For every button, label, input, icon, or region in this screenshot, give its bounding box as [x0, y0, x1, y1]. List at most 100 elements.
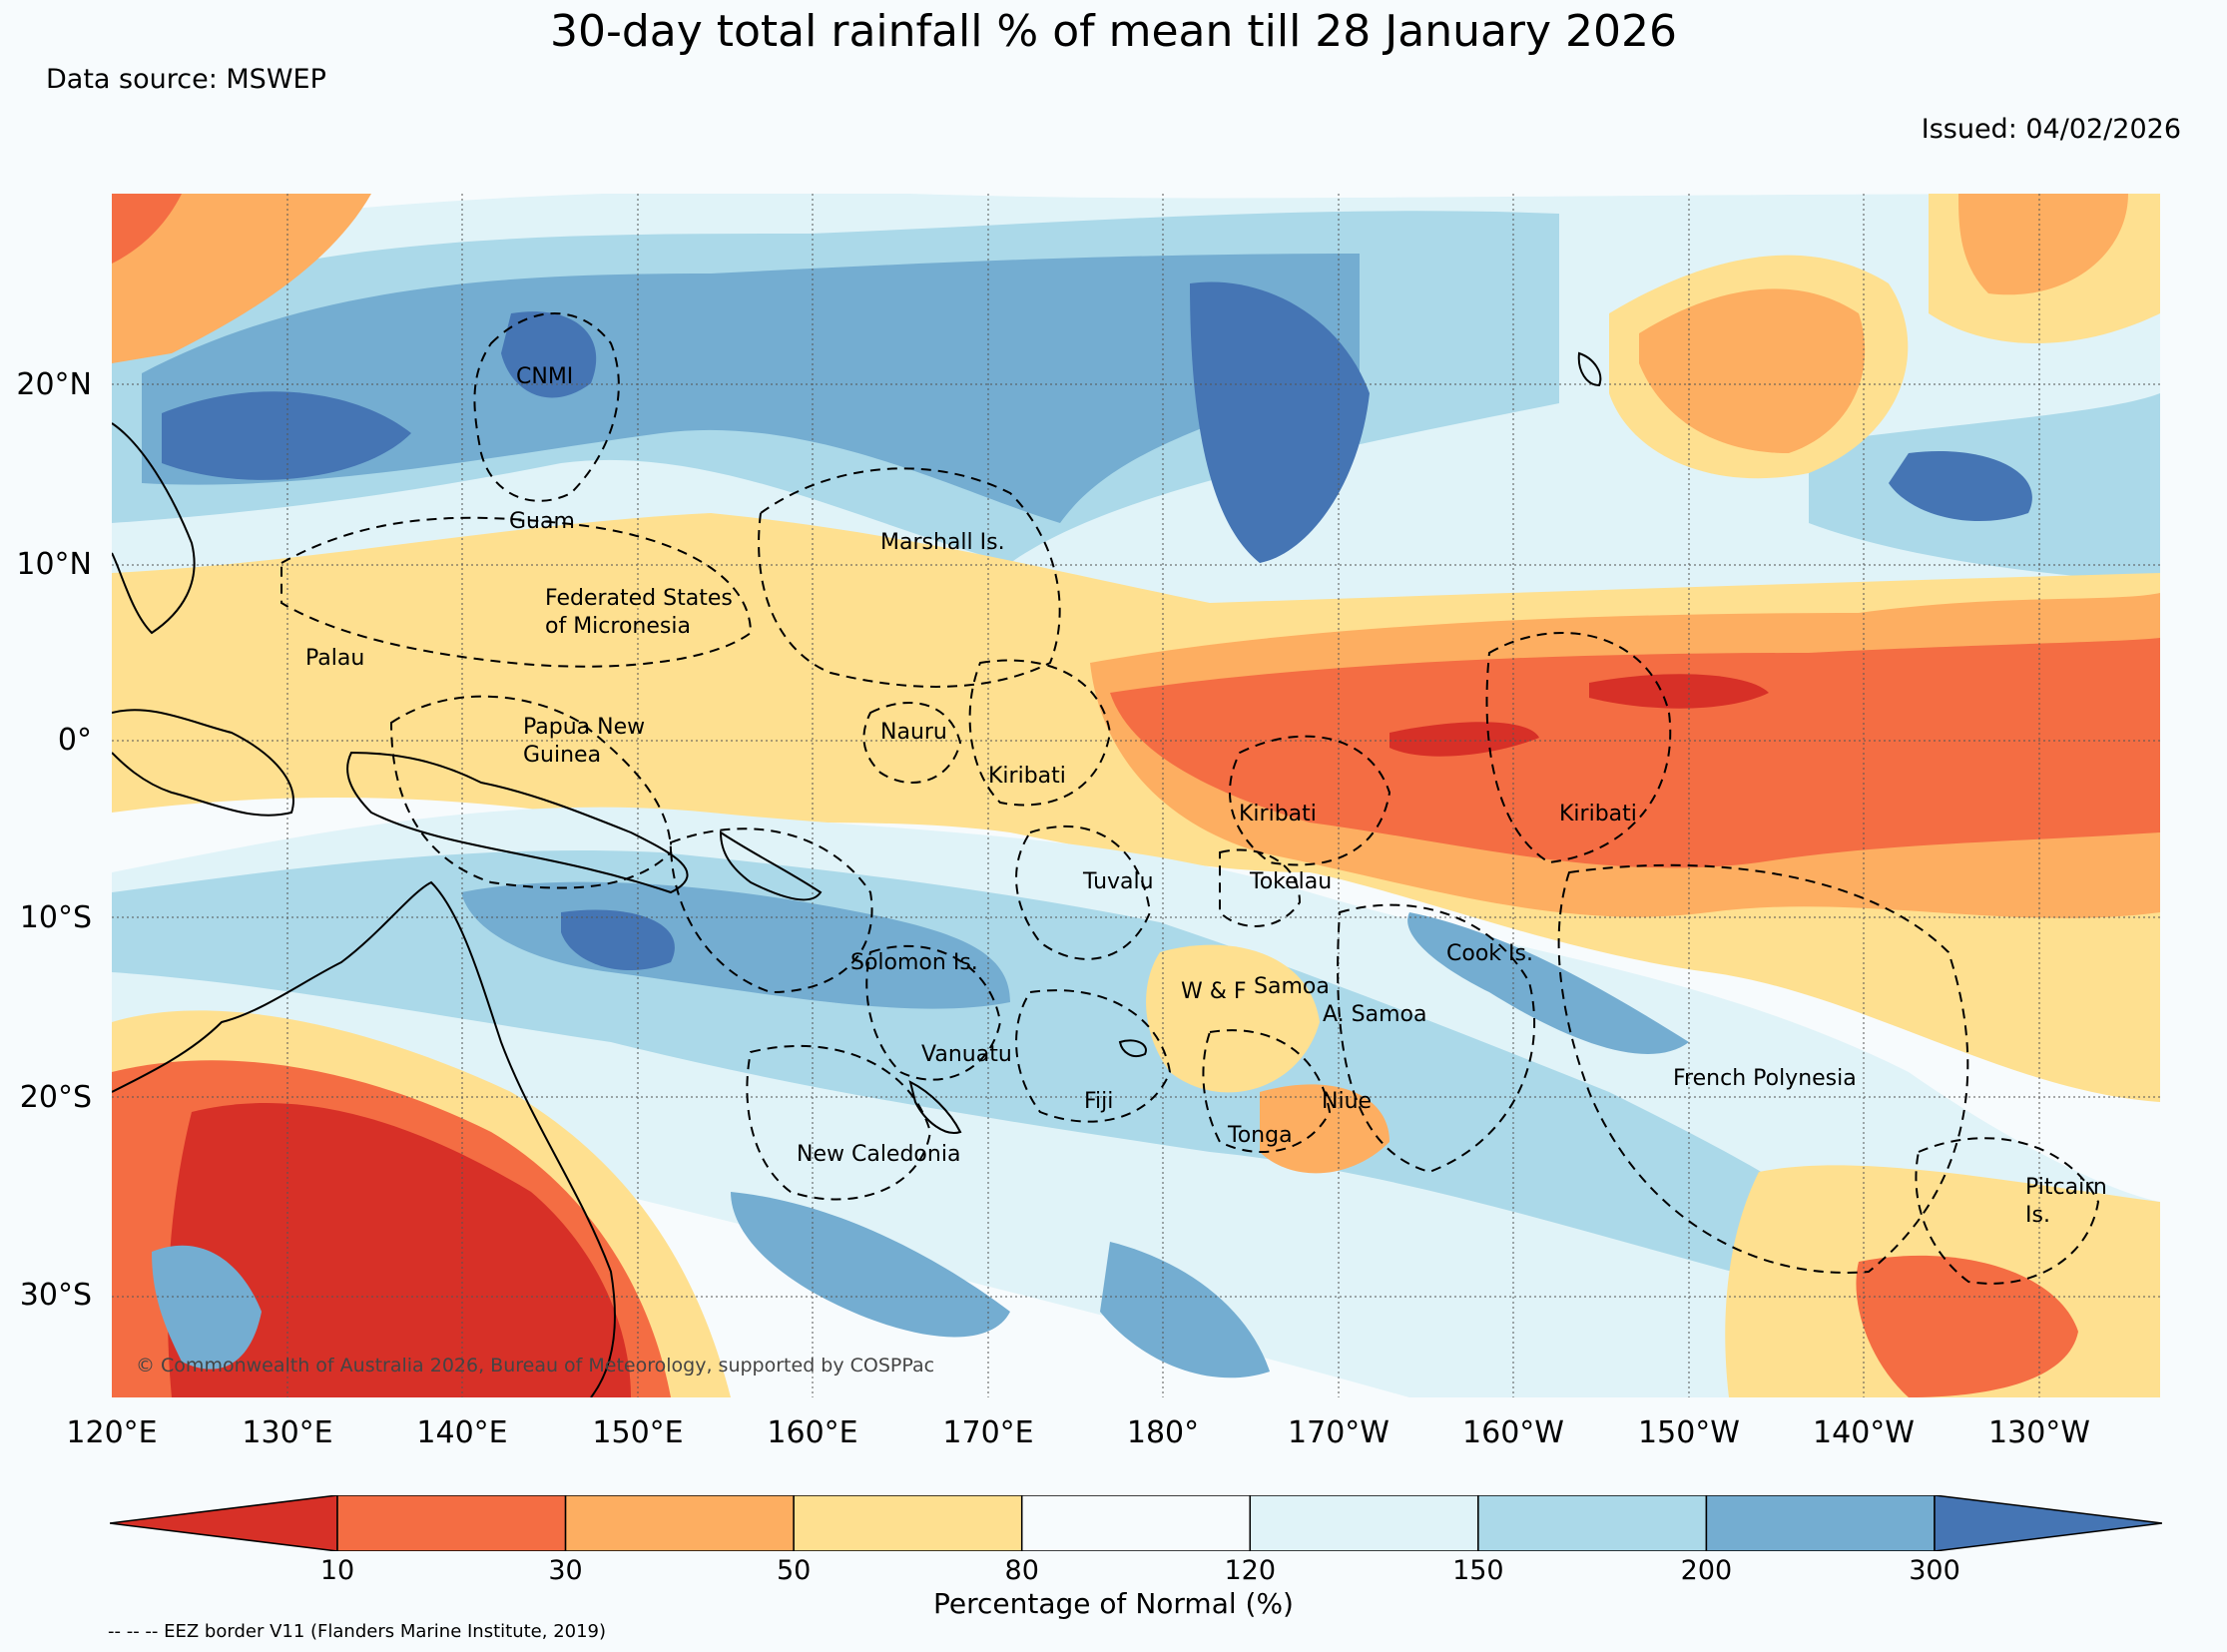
- region-label-kiribati: Kiribati: [1239, 802, 1317, 826]
- south-blue-band: [112, 850, 1859, 1292]
- colorbar-segment: [564, 1495, 795, 1551]
- colorbar-segment: [1477, 1495, 1708, 1551]
- graticule: [112, 194, 2160, 1397]
- colorbar-tick-label: 120: [1224, 1555, 1277, 1586]
- lon-label: 130°W: [1988, 1415, 2090, 1450]
- region-label-french-polynesia: French Polynesia: [1673, 1066, 1857, 1091]
- colorbar-segment: [1020, 1495, 1252, 1551]
- lat-label: 30°S: [19, 1278, 92, 1313]
- region-label-papua-new-guinea: Papua New Guinea: [523, 715, 645, 768]
- coastlines: [112, 351, 1602, 1397]
- nw-dry-red: [112, 194, 182, 264]
- region-label-samoa: Samoa: [1254, 974, 1330, 999]
- colorbar-over-triangle: [1934, 1495, 2162, 1551]
- north-dark-blue-3: [501, 311, 597, 398]
- north-dark-blue-1: [162, 391, 411, 480]
- region-label-cnmi: CNMI: [516, 364, 573, 389]
- region-label-palau: Palau: [305, 646, 364, 671]
- eez-tonga: [1202, 1029, 1332, 1153]
- lon-label: 120°E: [66, 1415, 158, 1450]
- fiji-coast: [1118, 1039, 1147, 1058]
- eez-borders: [280, 312, 2100, 1285]
- lon-label: 160°W: [1462, 1415, 1564, 1450]
- colorbar-under-triangle: [110, 1495, 338, 1551]
- region-label-marshall-is-: Marshall Is.: [880, 530, 1005, 555]
- eez-marshall: [758, 467, 1061, 688]
- philippines-coast: [112, 422, 196, 635]
- region-label-tokelau: Tokelau: [1249, 869, 1332, 894]
- north-mid-blue-band: [142, 254, 1360, 523]
- new-caledonia-coast: [908, 1080, 962, 1134]
- colorbar: [110, 1495, 2162, 1551]
- lon-label: 170°W: [1288, 1415, 1390, 1450]
- solomon-coast: [719, 830, 823, 901]
- colorbar-tick-label: 30: [548, 1555, 583, 1586]
- south-central-blue: [1100, 1242, 1270, 1378]
- hawaii-coast: [1577, 351, 1602, 387]
- colorbar-tick-label: 150: [1452, 1555, 1504, 1586]
- eez-cnmi: [473, 312, 620, 502]
- region-label-guam: Guam: [509, 509, 575, 534]
- eez-cook: [1337, 903, 1536, 1174]
- region-label-kiribati: Kiribati: [1559, 802, 1637, 826]
- eez-new-caledonia: [746, 1044, 932, 1201]
- lon-label: 170°E: [942, 1415, 1034, 1450]
- eez-nauru: [862, 702, 962, 784]
- region-label-w-f: W & F: [1181, 979, 1247, 1004]
- fiji-yellow: [1146, 944, 1320, 1093]
- equatorial-red-belt: [1110, 638, 2160, 868]
- region-label-solomon-is-: Solomon Is.: [850, 950, 978, 975]
- equatorial-dark-red-1: [1589, 674, 1769, 709]
- lat-label: 20°S: [19, 1080, 92, 1115]
- colorbar-tick-label: 80: [1004, 1555, 1039, 1586]
- colorbar-segment: [336, 1495, 567, 1551]
- region-label-pitcairn-is-: Pitcairn Is.: [2025, 1175, 2107, 1228]
- southeast-orange: [1856, 1255, 2078, 1397]
- lon-label: 160°E: [767, 1415, 858, 1450]
- region-label-nauru: Nauru: [880, 720, 947, 745]
- colorbar-tick-label: 50: [776, 1555, 812, 1586]
- region-labels: CNMI Guam Marshall Is. Federated States of M…: [305, 364, 2107, 1228]
- lat-label: 10°N: [16, 547, 92, 582]
- nw-dry-orange: [112, 194, 371, 363]
- colorbar-tick-label: 200: [1680, 1555, 1733, 1586]
- lon-label: 140°E: [416, 1415, 508, 1450]
- equatorial-dark-red-2: [1390, 722, 1539, 757]
- issued-date: Issued: 04/02/2026: [1921, 114, 2181, 145]
- eez-vanuatu: [865, 944, 1002, 1081]
- eez-note: -- -- -- EEZ border V11 (Flanders Marine…: [108, 1621, 607, 1642]
- indonesia-coast: [112, 709, 294, 817]
- colorbar-segment: [793, 1495, 1023, 1551]
- hawaii-dry-orange: [1639, 288, 1866, 453]
- lon-label: 140°W: [1813, 1415, 1915, 1450]
- png-coast: [346, 751, 689, 894]
- region-label-vanuatu: Vanuatu: [921, 1042, 1012, 1067]
- south-coral-blue: [731, 1192, 1010, 1338]
- map-title: 30-day total rainfall % of mean till 28 …: [549, 6, 1678, 57]
- region-label-niue: Niue: [1322, 1089, 1372, 1114]
- lat-label: 10°S: [19, 900, 92, 935]
- lon-label: 180°: [1126, 1415, 1200, 1450]
- australia-blue-stripe: [152, 1245, 262, 1370]
- colorbar-tick-label: 300: [1909, 1555, 1960, 1586]
- eez-fiji: [1015, 989, 1172, 1123]
- colorbar-segment: [1249, 1495, 1479, 1551]
- colorbar-tick-label: 10: [319, 1555, 355, 1586]
- region-label-a-samoa: A. Samoa: [1323, 1002, 1426, 1027]
- region-label-kiribati: Kiribati: [988, 764, 1066, 789]
- south-dark-blue: [561, 909, 675, 971]
- northeast-dark-blue: [1889, 451, 2032, 522]
- lon-label: 130°E: [242, 1415, 333, 1450]
- eez-tokelau: [1219, 848, 1302, 927]
- region-label-fiji: Fiji: [1084, 1089, 1113, 1114]
- region-label-federated-states-of-micronesia: Federated States of Micronesia: [545, 586, 733, 639]
- lat-label: 20°N: [16, 367, 92, 402]
- region-label-new-caledonia: New Caledonia: [797, 1142, 960, 1167]
- region-label-tuvalu: Tuvalu: [1082, 869, 1154, 894]
- eez-french-polynesia: [1557, 863, 1969, 1274]
- region-label-tonga: Tonga: [1227, 1123, 1293, 1148]
- eez-solomon: [669, 827, 873, 994]
- australia-dark-red: [168, 1103, 631, 1397]
- lon-label: 150°W: [1638, 1415, 1740, 1450]
- colorbar-segment: [1705, 1495, 1936, 1551]
